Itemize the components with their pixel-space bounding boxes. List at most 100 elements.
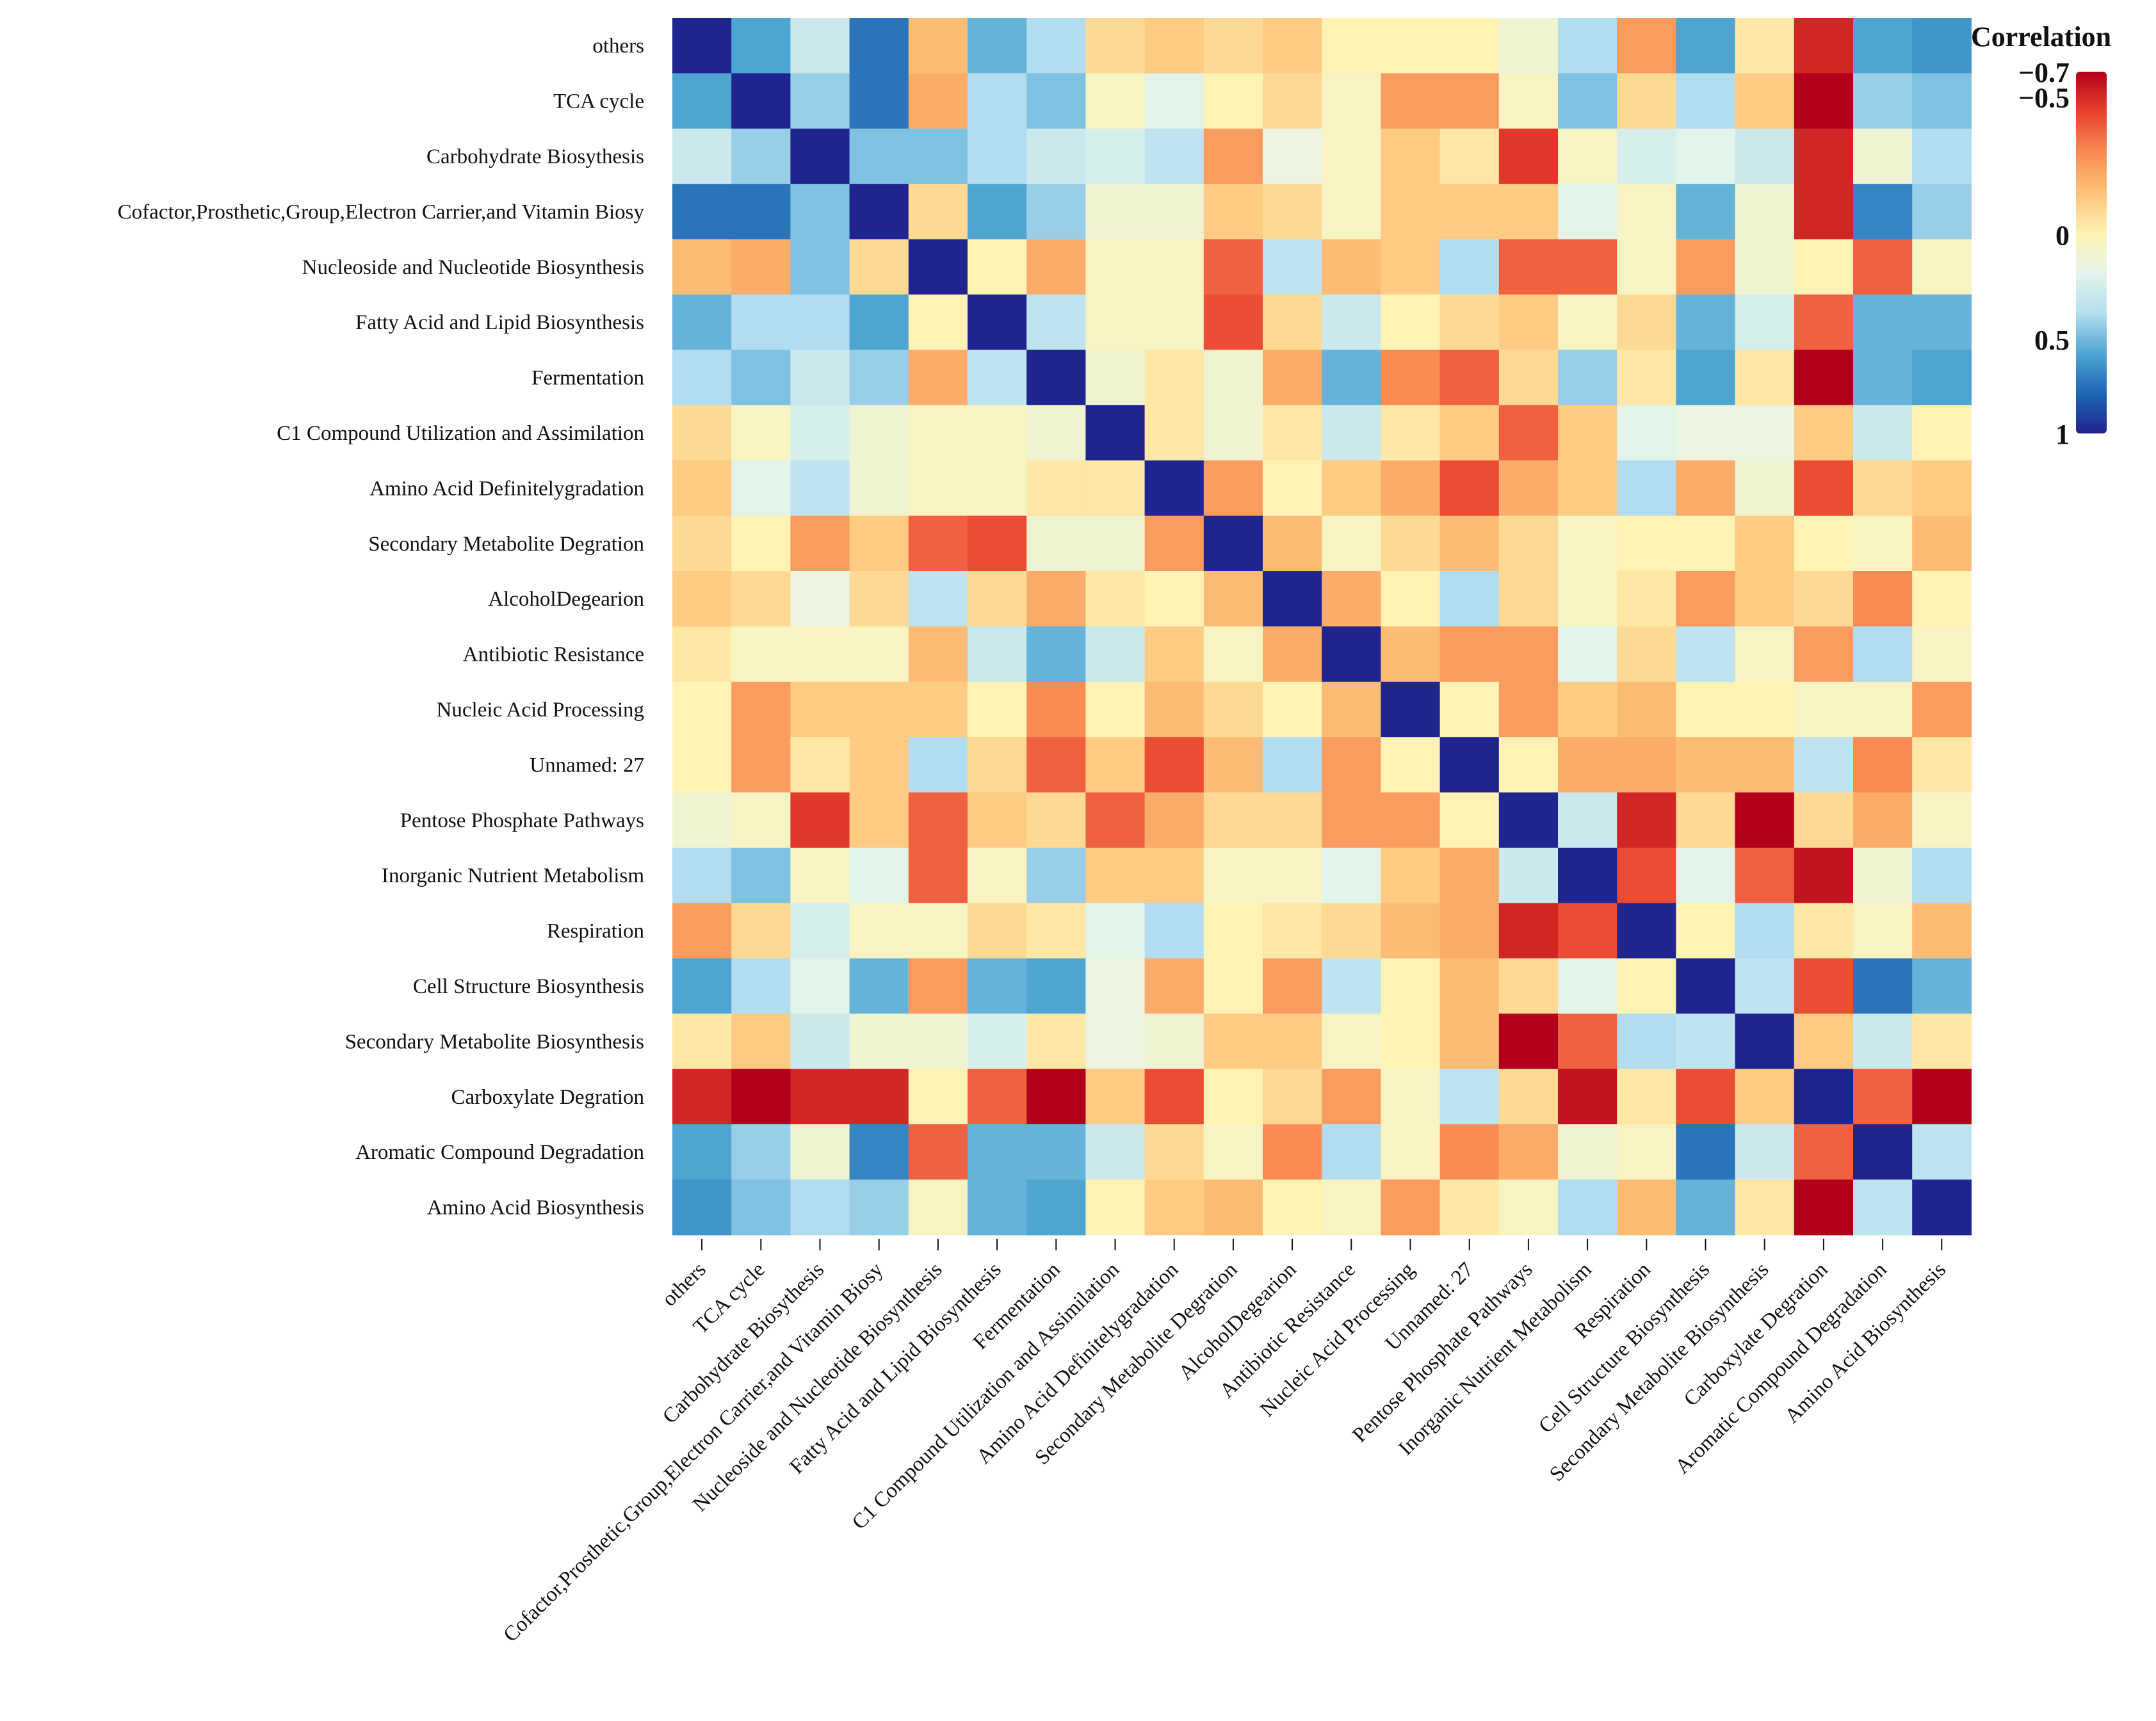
heatmap-cell — [1794, 1069, 1854, 1125]
heatmap-cell — [1381, 792, 1441, 848]
heatmap-cell — [672, 571, 732, 627]
heatmap-cell — [672, 239, 732, 295]
heatmap-cell — [672, 1124, 732, 1180]
heatmap-cell — [1203, 792, 1263, 848]
heatmap-cell — [1735, 626, 1795, 683]
heatmap-cell — [1085, 903, 1146, 959]
heatmap-cell — [1735, 184, 1795, 240]
heatmap-cell — [1676, 903, 1736, 959]
heatmap-cell — [849, 460, 909, 517]
heatmap-cell — [908, 1124, 968, 1180]
heatmap-cell — [1617, 681, 1676, 738]
heatmap-cell — [790, 1069, 850, 1125]
heatmap-cell — [731, 792, 791, 848]
heatmap-cell — [1617, 184, 1676, 240]
heatmap-cell — [1853, 626, 1913, 683]
heatmap-cell — [1558, 1014, 1617, 1070]
heatmap-cell — [1144, 405, 1204, 461]
heatmap-cell — [1026, 18, 1086, 74]
heatmap-cell — [1381, 184, 1441, 240]
heatmap-cell — [968, 350, 1027, 406]
column-label: Fatty Acid and Lipid Biosynthesis — [785, 1258, 1005, 1478]
heatmap-cell — [1853, 239, 1913, 295]
colorbar-tick-label: 0.5 — [2034, 325, 2070, 356]
heatmap-cell — [849, 681, 909, 738]
heatmap-cell — [1322, 515, 1381, 572]
heatmap-cell — [1026, 1179, 1086, 1236]
heatmap-cell — [1617, 1124, 1676, 1180]
heatmap-cell — [1558, 295, 1617, 350]
heatmap-cell — [1617, 903, 1676, 959]
row-label: Amino Acid Biosynthesis — [427, 1197, 644, 1220]
heatmap-cell — [908, 184, 968, 240]
heatmap-cell — [1912, 1179, 1972, 1236]
heatmap-cell — [1381, 128, 1441, 184]
heatmap-cell — [1203, 350, 1263, 406]
heatmap-cell — [1676, 18, 1736, 74]
heatmap-cell — [1322, 1014, 1381, 1070]
row-label: Fatty Acid and Lipid Biosynthesis — [355, 311, 644, 334]
heatmap-cell — [1144, 681, 1204, 738]
heatmap-cell — [1853, 1069, 1913, 1125]
heatmap-cell — [1144, 1124, 1204, 1180]
heatmap-cell — [849, 239, 909, 295]
heatmap-cell — [1735, 571, 1795, 627]
heatmap-cell — [1144, 184, 1204, 240]
heatmap-cell — [968, 1014, 1027, 1070]
heatmap-cell — [672, 18, 732, 74]
heatmap-cell — [1498, 626, 1559, 683]
heatmap-cell — [1439, 515, 1500, 572]
heatmap-cell — [1322, 1124, 1381, 1180]
heatmap-cell — [968, 681, 1027, 738]
heatmap-cell — [731, 848, 791, 903]
heatmap-cell — [731, 515, 791, 572]
heatmap-cell — [1439, 1069, 1500, 1125]
heatmap-cell — [1263, 792, 1322, 848]
heatmap-cell — [1263, 681, 1322, 738]
heatmap-cell — [1617, 1069, 1676, 1125]
heatmap-cell — [908, 681, 968, 738]
heatmap-cell — [1263, 848, 1322, 903]
heatmap-cell — [1912, 1069, 1972, 1125]
heatmap-cell — [1381, 737, 1441, 793]
colorbar-tick-label: 0 — [2055, 220, 2070, 251]
heatmap-cell — [1203, 681, 1263, 738]
heatmap-cell — [1853, 681, 1913, 738]
heatmap-cell — [1617, 1014, 1676, 1070]
heatmap-cell — [1912, 460, 1972, 517]
heatmap-cell — [849, 515, 909, 572]
heatmap-cell — [1498, 848, 1559, 903]
heatmap-cell — [1085, 405, 1146, 461]
colorbar-tick-label: 1 — [2055, 419, 2070, 450]
heatmap-cell — [968, 239, 1027, 295]
heatmap-cell — [1026, 792, 1086, 848]
heatmap-cell — [1853, 295, 1913, 350]
heatmap-cell — [1853, 1014, 1913, 1070]
heatmap-cell — [1203, 958, 1263, 1014]
heatmap-cell — [1203, 184, 1263, 240]
row-label: Antibiotic Resistance — [463, 643, 644, 667]
heatmap-cell — [731, 1179, 791, 1236]
heatmap-cell — [1085, 1179, 1146, 1236]
heatmap-cell — [1794, 350, 1854, 406]
heatmap-cell — [1498, 239, 1559, 295]
heatmap-cell — [1439, 958, 1500, 1014]
heatmap-cell — [1381, 1124, 1441, 1180]
heatmap-cell — [968, 184, 1027, 240]
heatmap-cell — [1676, 848, 1736, 903]
heatmap-cell — [1322, 958, 1381, 1014]
heatmap-cell — [968, 792, 1027, 848]
heatmap-cell — [1912, 73, 1972, 129]
heatmap-cell — [1498, 737, 1559, 793]
heatmap-cell — [1322, 571, 1381, 627]
heatmap-cell — [1144, 73, 1204, 129]
heatmap-cell — [1735, 1179, 1795, 1236]
heatmap-cell — [672, 128, 732, 184]
heatmap-cell — [1794, 1124, 1854, 1180]
heatmap-cell — [1439, 1124, 1500, 1180]
heatmap-cell — [1322, 848, 1381, 903]
heatmap-cell — [1085, 1014, 1146, 1070]
heatmap-cell — [1558, 128, 1617, 184]
heatmap-cell — [1144, 128, 1204, 184]
heatmap-cell — [908, 571, 968, 627]
